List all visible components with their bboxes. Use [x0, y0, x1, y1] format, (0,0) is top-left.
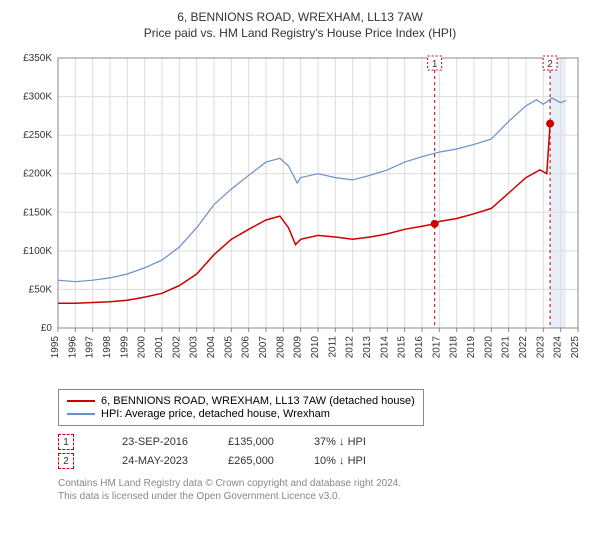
svg-text:2016: 2016 [414, 336, 425, 359]
sale-date: 24-MAY-2023 [122, 455, 188, 467]
svg-text:2: 2 [547, 59, 553, 70]
page-container: 6, BENNIONS ROAD, WREXHAM, LL13 7AW Pric… [0, 0, 600, 511]
sale-delta: 10% ↓ HPI [314, 455, 366, 467]
sales-table: 1 23-SEP-2016 £135,000 37% ↓ HPI 2 24-MAY-202… [58, 434, 588, 469]
svg-text:2013: 2013 [362, 336, 373, 359]
footnote-line2: This data is licensed under the Open Gov… [58, 490, 588, 503]
legend-item: 6, BENNIONS ROAD, WREXHAM, LL13 7AW (det… [67, 395, 415, 407]
sale-marker-box: 2 [58, 453, 74, 469]
svg-text:2005: 2005 [223, 336, 234, 359]
svg-text:£100K: £100K [23, 246, 52, 257]
svg-text:2003: 2003 [189, 336, 200, 359]
sale-row: 1 23-SEP-2016 £135,000 37% ↓ HPI [58, 434, 588, 450]
sale-delta: 37% ↓ HPI [314, 436, 366, 448]
svg-text:£350K: £350K [23, 53, 52, 64]
chart-area: £0 £50K £100K £150K £200K £250K £300K £350K 1995… [12, 48, 588, 383]
legend-item: HPI: Average price, detached house, Wrex… [67, 408, 415, 420]
svg-text:1999: 1999 [119, 336, 130, 359]
svg-text:2022: 2022 [518, 336, 529, 359]
svg-text:2020: 2020 [483, 336, 494, 359]
footnote-line1: Contains HM Land Registry data © Crown c… [58, 477, 588, 490]
svg-text:2006: 2006 [241, 336, 252, 359]
svg-text:2001: 2001 [154, 336, 165, 359]
svg-text:2017: 2017 [431, 336, 442, 359]
svg-text:2025: 2025 [570, 336, 581, 359]
sale-marker-box: 1 [58, 434, 74, 450]
svg-text:1996: 1996 [67, 336, 78, 359]
svg-text:2011: 2011 [327, 336, 338, 358]
legend-swatch [67, 400, 95, 402]
svg-text:2010: 2010 [310, 336, 321, 359]
svg-text:£50K: £50K [29, 284, 53, 295]
chart-title-line1: 6, BENNIONS ROAD, WREXHAM, LL13 7AW [12, 10, 588, 24]
sale-row: 2 24-MAY-2023 £265,000 10% ↓ HPI [58, 453, 588, 469]
svg-text:2014: 2014 [379, 336, 390, 359]
svg-text:2024: 2024 [553, 336, 564, 359]
chart-legend: 6, BENNIONS ROAD, WREXHAM, LL13 7AW (det… [58, 389, 424, 426]
sale-price: £265,000 [228, 455, 274, 467]
svg-text:2007: 2007 [258, 336, 269, 359]
svg-text:1: 1 [432, 59, 438, 70]
svg-text:1997: 1997 [85, 336, 96, 359]
svg-text:2002: 2002 [171, 336, 182, 359]
svg-text:1995: 1995 [50, 336, 61, 359]
svg-text:2018: 2018 [449, 336, 460, 359]
svg-text:2008: 2008 [275, 336, 286, 359]
chart-title-line2: Price paid vs. HM Land Registry's House … [12, 26, 588, 40]
svg-text:2009: 2009 [293, 336, 304, 359]
svg-text:£300K: £300K [23, 92, 52, 103]
svg-text:£200K: £200K [23, 169, 52, 180]
svg-text:2019: 2019 [466, 336, 477, 359]
svg-text:2015: 2015 [397, 336, 408, 359]
svg-text:2012: 2012 [345, 336, 356, 359]
legend-label: HPI: Average price, detached house, Wrex… [101, 408, 330, 420]
sale-price: £135,000 [228, 436, 274, 448]
svg-text:£0: £0 [41, 323, 53, 334]
svg-text:2023: 2023 [535, 336, 546, 359]
legend-label: 6, BENNIONS ROAD, WREXHAM, LL13 7AW (det… [101, 395, 415, 407]
svg-text:1998: 1998 [102, 336, 113, 359]
svg-text:2021: 2021 [501, 336, 512, 359]
svg-text:2004: 2004 [206, 336, 217, 359]
sale-date: 23-SEP-2016 [122, 436, 188, 448]
svg-text:£150K: £150K [23, 207, 52, 218]
svg-text:2000: 2000 [137, 336, 148, 359]
svg-text:£250K: £250K [23, 130, 52, 141]
line-chart-svg: £0 £50K £100K £150K £200K £250K £300K £350K 1995… [12, 48, 588, 378]
footnote: Contains HM Land Registry data © Crown c… [58, 477, 588, 503]
legend-swatch [67, 413, 95, 415]
